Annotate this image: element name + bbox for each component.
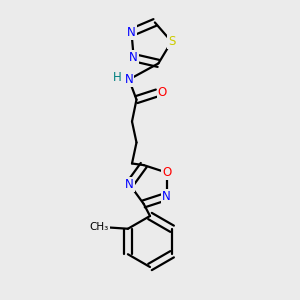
Text: N: N [125, 178, 134, 191]
Text: N: N [127, 26, 136, 39]
Text: N: N [124, 73, 134, 86]
Text: O: O [97, 220, 106, 233]
Text: N: N [129, 51, 138, 64]
Text: S: S [168, 35, 175, 48]
Text: O: O [158, 86, 167, 100]
Text: O: O [162, 166, 171, 179]
Text: N: N [162, 190, 171, 203]
Text: H: H [113, 70, 122, 84]
Text: CH₃: CH₃ [89, 222, 109, 232]
